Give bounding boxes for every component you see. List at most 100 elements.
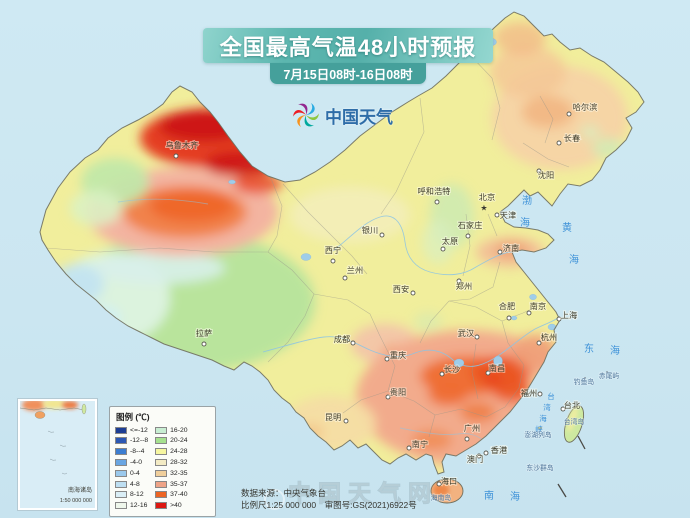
city-label: 拉萨 <box>196 328 212 338</box>
city-label: 长沙 <box>444 364 460 374</box>
legend-range: -8--4 <box>130 448 145 456</box>
legend-swatch <box>115 459 127 467</box>
legend-range: 28-32 <box>170 459 188 467</box>
city-marker <box>494 212 500 218</box>
city-marker <box>497 249 503 255</box>
city-marker <box>556 316 562 322</box>
city-label: 南宁 <box>412 439 428 449</box>
city-label: 贵阳 <box>390 387 406 397</box>
legend-item: -4-0 <box>115 458 148 467</box>
province-borders <box>45 54 570 438</box>
city-marker <box>476 453 482 459</box>
island-label: 赤尾屿 <box>599 371 620 380</box>
legend-swatch <box>155 502 168 510</box>
city-label: 澳门 <box>467 454 483 464</box>
legend-range: -4-0 <box>130 459 143 467</box>
city-label: 海口 <box>441 476 457 486</box>
logo-text: 中国天气 <box>325 107 393 127</box>
legend-swatch <box>155 426 168 434</box>
inset-scale: 1:50 000 000 <box>59 498 92 504</box>
legend-range: 8-12 <box>130 491 144 499</box>
sea-label: 东 <box>584 342 594 355</box>
legend-swatch <box>115 448 127 456</box>
sea-label: 海 <box>569 253 579 266</box>
legend-item: 4-8 <box>115 480 148 488</box>
city-marker <box>385 394 391 400</box>
subtitle-banner: 7月15日08时-16日08时 <box>270 63 426 84</box>
capital-star-marker: ★ <box>480 204 487 213</box>
sea-label: 海 <box>520 216 530 229</box>
city-marker <box>465 233 471 239</box>
legend-item: 37-40 <box>155 491 188 499</box>
city-label: 乌鲁木齐 <box>166 140 199 150</box>
city-marker <box>406 445 412 451</box>
legend-range: 0-4 <box>130 469 140 477</box>
legend-range: 4-8 <box>130 480 140 488</box>
legend-item: 28-32 <box>155 458 188 467</box>
city-label: 北京 <box>479 192 495 202</box>
city-marker <box>485 370 491 376</box>
rivers-layer <box>117 198 560 443</box>
legend-swatch <box>155 437 168 445</box>
city-marker <box>536 168 542 174</box>
city-label: 沈阳 <box>538 170 554 180</box>
city-marker <box>464 436 470 442</box>
legend-range: 35-37 <box>170 480 188 488</box>
city-label: 银川 <box>362 225 378 235</box>
legend-item: 0-4 <box>115 469 148 477</box>
city-marker <box>350 340 356 346</box>
city-marker <box>201 341 207 347</box>
dash-line-segments <box>557 435 586 498</box>
legend-item: 12-16 <box>115 501 148 510</box>
legend-swatch <box>155 491 168 499</box>
sea-label: 台 <box>547 391 555 401</box>
inset-map <box>20 401 87 475</box>
city-marker <box>410 290 416 296</box>
legend-range: -12--8 <box>130 437 149 445</box>
data-source-line: 数据来源：中央气象台 <box>241 488 327 498</box>
city-marker <box>556 140 562 146</box>
map-title: 全国最高气温48小时预报 <box>219 34 477 60</box>
city-marker <box>440 246 446 252</box>
attribution: 数据来源：中央气象台 比例尺1:25 000 000 审图号:GS(2021)6… <box>241 487 417 511</box>
city-marker <box>537 391 543 397</box>
city-marker <box>342 275 348 281</box>
sea-label: 峡 <box>535 424 543 434</box>
city-marker <box>483 450 489 456</box>
china-weather-logo: 中国天气 <box>293 102 393 128</box>
city-marker <box>384 356 390 362</box>
city-marker <box>506 315 512 321</box>
city-label: 福州 <box>521 389 537 398</box>
south-china-sea-inset: 南海诸岛 1:50 000 000 <box>18 399 97 510</box>
city-label: 南京 <box>530 301 546 311</box>
legend-swatch <box>115 491 127 499</box>
sea-label: 黄 <box>562 221 572 234</box>
city-label: 合肥 <box>499 301 515 311</box>
legend-swatch <box>155 469 168 477</box>
city-label: 台北 <box>564 400 580 410</box>
city-marker <box>536 340 542 346</box>
map-scale-line: 比例尺1:25 000 000 审图号:GS(2021)6922号 <box>241 500 417 510</box>
watermark-logo-ring <box>264 489 285 510</box>
city-label: 太原 <box>442 236 458 246</box>
city-marker <box>566 111 572 117</box>
legend-item: 16-20 <box>155 426 188 434</box>
temperature-shading-layer <box>52 22 628 466</box>
city-marker <box>436 481 442 487</box>
sea-label: 海 <box>510 490 520 503</box>
legend-range: >40 <box>170 502 182 510</box>
taiwan-island <box>537 371 608 443</box>
inset-label: 南海诸岛 <box>67 488 92 494</box>
city-marker <box>173 153 179 159</box>
sea-label: 南 <box>484 489 494 502</box>
legend-range: 32-35 <box>170 469 188 477</box>
city-label: 武汉 <box>458 328 474 338</box>
legend-swatch <box>115 480 127 488</box>
forecast-period: 7月15日08时-16日08时 <box>283 68 413 82</box>
legend-range: 16-20 <box>170 426 188 434</box>
